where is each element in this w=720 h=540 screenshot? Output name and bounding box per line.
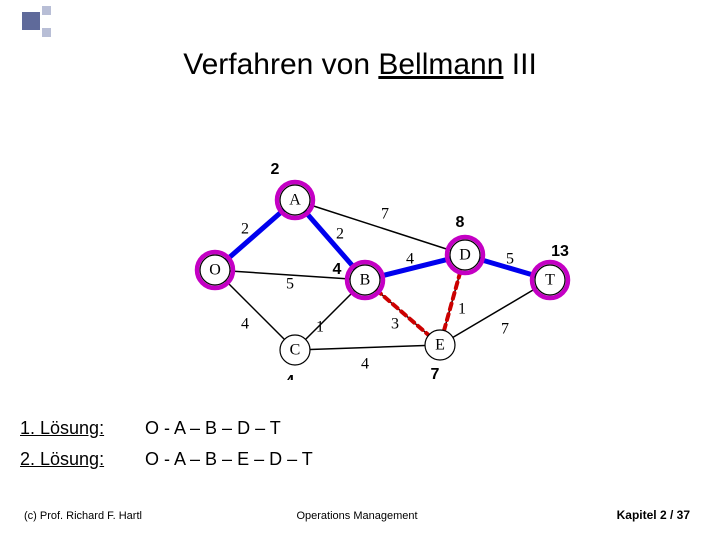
edge-weight: 5 — [286, 276, 294, 293]
footer-center: Operations Management — [24, 510, 690, 522]
node-distance-label: 8 — [456, 214, 465, 231]
node-label: A — [289, 192, 301, 209]
edge — [306, 291, 355, 340]
solution-path: O - A – B – D – T — [145, 418, 281, 439]
node-distance-label: 4 — [286, 373, 295, 380]
bold-path-edge — [380, 259, 451, 277]
bold-path-edge — [226, 210, 283, 260]
bold-path-edge — [305, 211, 355, 268]
edge-weight: 1 — [458, 301, 466, 318]
deco-square-big — [22, 12, 40, 30]
node-label: E — [435, 337, 445, 354]
deco-square-small — [42, 6, 51, 15]
title-pre: Verfahren von — [183, 48, 378, 81]
edge-weight: 7 — [501, 321, 509, 338]
title-post: III — [503, 48, 536, 81]
solution-row: 2. Lösung: O - A – B – E – D – T — [20, 449, 313, 470]
node-distance-label: 2 — [271, 161, 280, 178]
edge-weight: 4 — [241, 316, 249, 333]
node-label: O — [209, 262, 221, 279]
node-distance-label: 4 — [333, 261, 342, 278]
edge-weight: 3 — [391, 316, 399, 333]
solution-label: 2. Lösung: — [20, 449, 130, 470]
node-distance-label: 7 — [431, 366, 440, 380]
dashed-path-edge — [376, 290, 428, 335]
node-label: T — [545, 272, 555, 289]
edge-weight: 2 — [241, 221, 249, 238]
solutions-block: 1. Lösung: O - A – B – D – T 2. Lösung: … — [20, 418, 313, 480]
edge-weight: 7 — [381, 206, 389, 223]
title-underlined: Bellmann — [378, 48, 503, 81]
deco-square-small — [42, 28, 51, 37]
solution-row: 1. Lösung: O - A – B – D – T — [20, 418, 313, 439]
edge-weight: 5 — [506, 251, 514, 268]
node-distance-label: 13 — [551, 243, 569, 260]
edge-weight: 2 — [336, 226, 344, 243]
edge-weight: 4 — [406, 251, 414, 268]
node-label: B — [360, 272, 371, 289]
footer-right: Kapitel 2 / 37 — [617, 508, 690, 522]
edge-weight: 4 — [361, 356, 369, 373]
slide-bullet-deco — [22, 6, 62, 46]
edge-weight: 1 — [316, 319, 324, 336]
edge — [226, 281, 285, 340]
solution-label: 1. Lösung: — [20, 418, 130, 439]
graph-svg: 254271434157OA2B4C4D8E7T13 — [190, 160, 580, 380]
node-label: C — [290, 342, 301, 359]
slide-title: Verfahren von Bellmann III — [0, 48, 720, 82]
graph-diagram: 254271434157OA2B4C4D8E7T13 — [190, 160, 580, 380]
node-label: D — [459, 247, 471, 264]
edge — [310, 346, 425, 350]
solution-path: O - A – B – E – D – T — [145, 449, 313, 470]
